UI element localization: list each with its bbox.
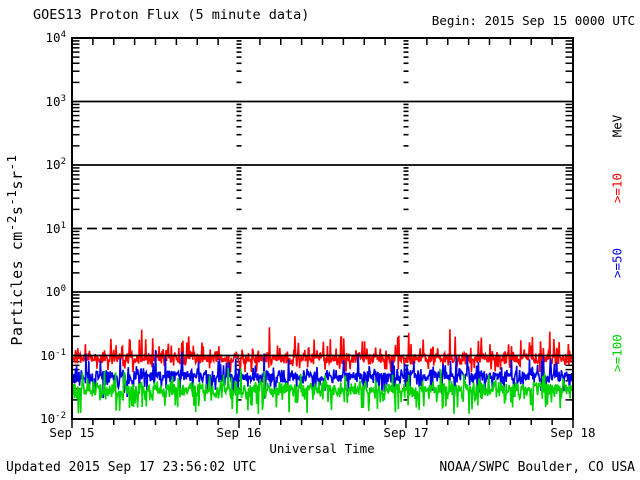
x-axis-title: Universal Time — [269, 441, 375, 456]
y-tick-label-1e0: 100 — [45, 283, 66, 299]
plot-frame — [71, 37, 574, 420]
x-tick-label-sep-15: Sep 15 — [49, 425, 95, 440]
y-tick-label-1e2: 102 — [45, 156, 66, 172]
y-tick-label-1e1: 101 — [45, 220, 66, 236]
chart-title: GOES13 Proton Flux (5 minute data) — [33, 7, 310, 23]
y-axis-title: Particles cm-2s-1sr-1 — [4, 154, 26, 346]
series->=10 — [71, 327, 574, 373]
legend-label->=50: >=50 — [609, 247, 625, 279]
x-tick-label-sep-17: Sep 17 — [383, 425, 429, 440]
y-tick-label-1e3: 103 — [45, 93, 66, 109]
series->=100 — [71, 367, 574, 414]
x-tick-label-sep-18: Sep 18 — [550, 425, 596, 440]
y-tick-label-1e4: 104 — [45, 29, 66, 45]
y-tick-label-1e-2: 10-2 — [40, 410, 66, 426]
legend-label->=100: >=100 — [609, 334, 625, 372]
legend-label->=10: >=10 — [609, 172, 625, 204]
source-attribution: NOAA/SWPC Boulder, CO USA — [439, 460, 635, 475]
legend-title-mev: MeV — [609, 114, 625, 138]
updated-timestamp: Updated 2015 Sep 17 23:56:02 UTC — [6, 460, 257, 475]
y-tick-label-1e-1: 10-1 — [40, 347, 66, 363]
x-tick-label-sep-16: Sep 16 — [216, 425, 262, 440]
begin-time-label: Begin: 2015 Sep 15 0000 UTC — [431, 13, 635, 28]
